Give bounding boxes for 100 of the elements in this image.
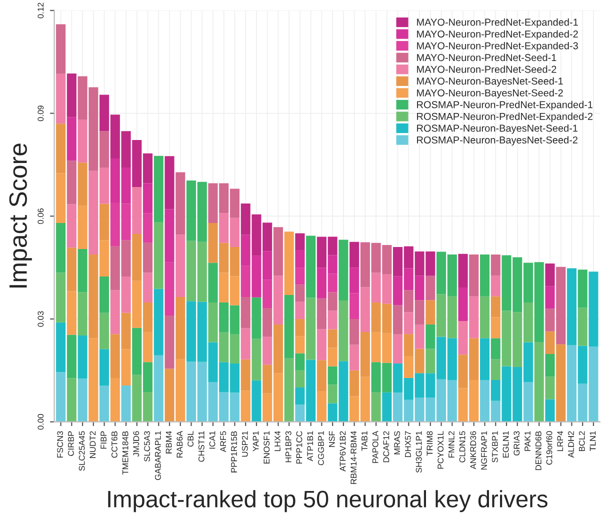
bar [142,213,153,243]
x-tick-label: TMEM184B [122,431,128,475]
bar [426,300,436,324]
x-tick-label: FIBP [100,431,106,449]
bar [328,274,338,292]
legend-label: MAYO-Neuron-PredNet-Expanded-3 [417,42,578,52]
bar [469,254,479,296]
bar [252,338,262,380]
bar [295,404,305,422]
bar [66,204,76,248]
bar [142,272,153,303]
x-tick-label: PPP1CC [296,431,302,464]
bar [142,183,153,214]
x-tick-label: FMNL2 [448,431,454,458]
bar [176,297,186,360]
bar [545,263,555,286]
x-axis-title: Impact-ranked top 50 neuronal key drivers [108,490,548,512]
bar [523,382,534,422]
bar [99,385,110,422]
x-tick-label: CLDN15 [459,431,466,462]
legend-label: MAYO-Neuron-PredNet-Seed-1 [417,54,556,62]
y-tick-label: 0.03 [38,311,44,327]
bar [338,240,348,300]
bar [295,302,305,319]
x-tick-label: LHX4 [274,431,280,452]
x-tick-label: SLC25A45 [78,431,85,471]
bar [66,378,76,422]
bar [480,254,490,296]
bar [578,308,588,346]
bar [490,296,500,318]
bar [66,334,76,378]
x-tick-label: SH3GL1P1 [416,431,422,473]
bar [154,355,164,422]
legend-label: ROSMAP-Neuron-PredNet-Expanded-2 [417,112,592,122]
bar [480,338,490,380]
bar [56,24,66,74]
bar [578,270,588,308]
x-tick-label: C19orf60 [546,431,552,465]
x-tick-label: ALDH2 [568,431,574,458]
y-tick-label: 0.09 [38,106,44,122]
bar [262,308,272,336]
legend-label: ROSMAP-Neuron-BayesNet-Seed-2 [417,136,578,146]
x-tick-label: MRAS [394,431,400,454]
bar [393,334,403,364]
x-tick-label: BCL2 [578,431,585,452]
x-tick-label: NSF [328,431,335,447]
bar [273,227,283,276]
bar [262,336,272,365]
bar [490,254,500,276]
bar [208,262,218,303]
bar [56,74,66,124]
bar [176,359,186,422]
bar [350,242,360,268]
x-tick-label: PCYOX1L [438,431,444,469]
x-tick-label: TAB1 [362,431,368,451]
bar [78,119,88,163]
bar [382,392,392,422]
bar [99,312,110,350]
y-tick-label: 0.12 [38,2,44,18]
bar [78,206,88,250]
bar [56,223,66,273]
bar [328,366,338,385]
bar [66,117,76,161]
bar [164,156,174,210]
bar [240,328,250,360]
x-tick-label: GABARAPL1 [154,431,161,480]
bar [306,236,316,298]
bar [328,348,338,366]
x-tick-label: GRIA3 [514,431,520,456]
bar [78,378,88,422]
bar [99,240,110,276]
bar [426,276,436,300]
x-tick-label: PAK1 [524,431,530,451]
bar [121,385,131,422]
bar [328,384,338,404]
bar [240,359,250,391]
bar [252,297,262,339]
bar [295,284,305,302]
bar [99,349,110,386]
bar [328,310,338,330]
bar [404,356,414,378]
bar [295,250,305,268]
legend-label: MAYO-Neuron-PredNet-Seed-2 [417,66,556,73]
x-tick-label: EGLN1 [502,431,509,458]
bar [99,204,110,240]
bar [480,296,490,338]
bar [350,344,360,370]
bar [78,335,88,379]
x-tick-label: RBM14-RBM4 [350,431,356,484]
y-tick-label: 0.06 [38,208,44,224]
x-tick-label: ARF5 [220,431,226,452]
bar [56,272,66,322]
bar [154,222,164,289]
bar [240,390,250,422]
bar [78,162,88,206]
bar [490,275,500,296]
x-tick-label: ENOSF1 [264,431,270,464]
bar [262,280,272,308]
bar [566,268,577,346]
x-tick-label: PPP1R15B [231,431,237,472]
